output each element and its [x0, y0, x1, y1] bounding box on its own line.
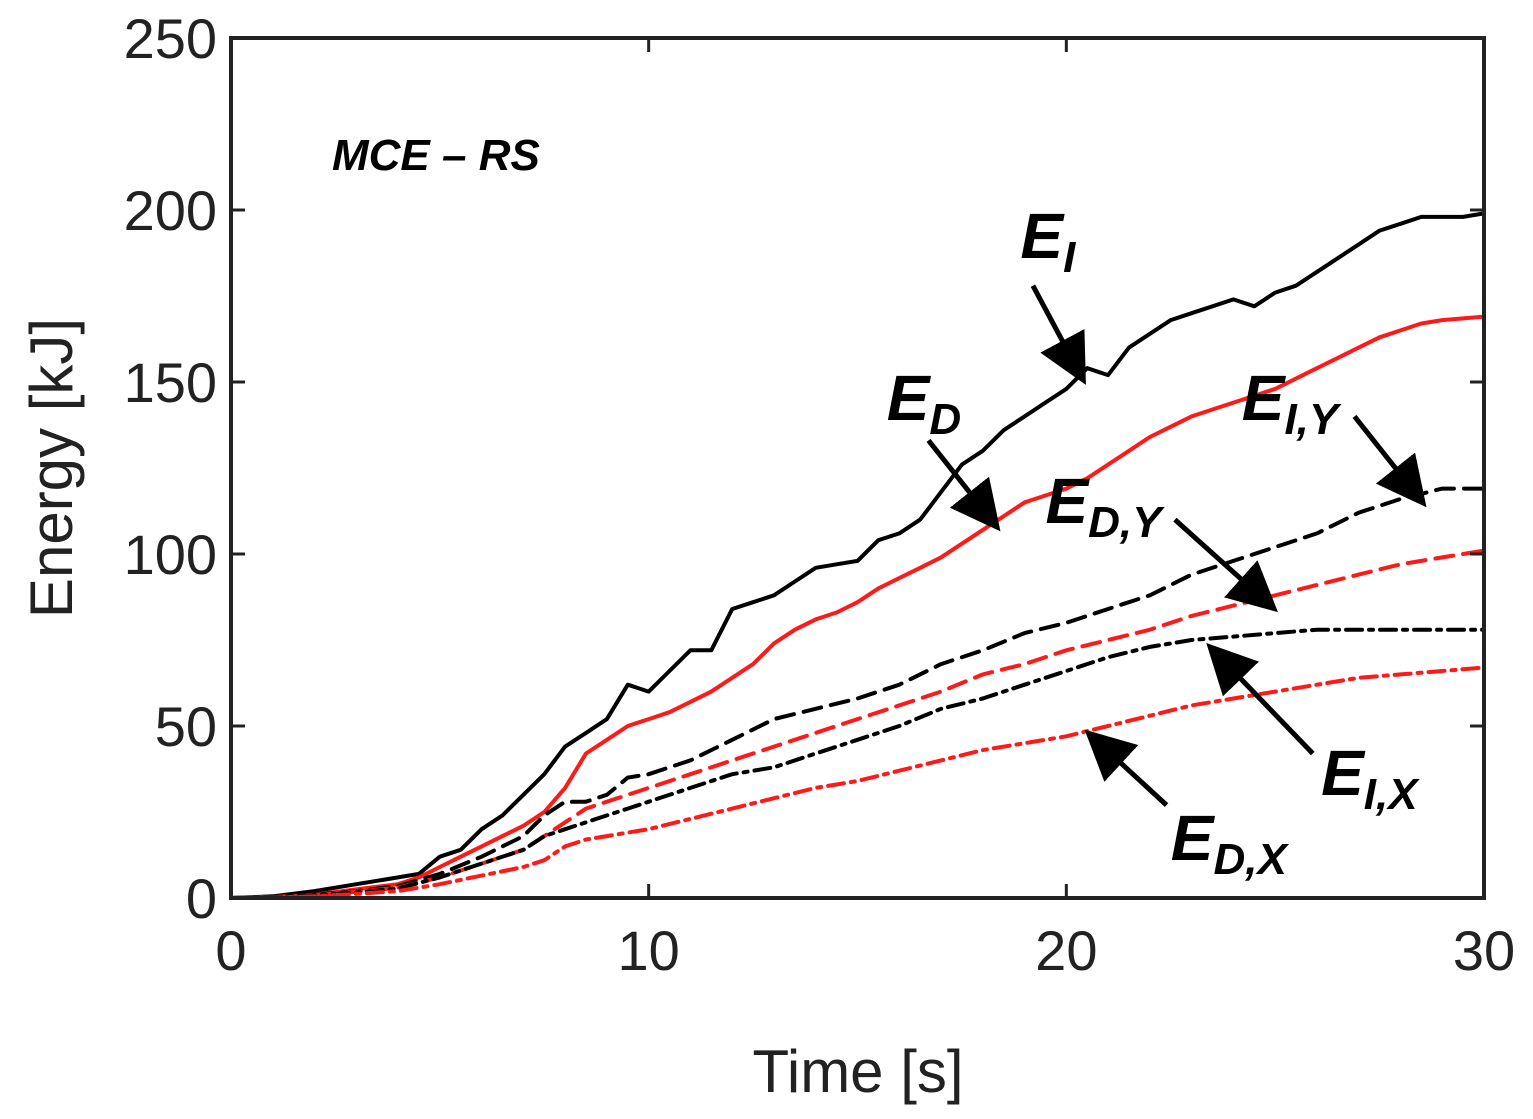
annotation-arrow-e-d — [926, 438, 1001, 532]
annotation-label-e-d-y: ED,Y — [1045, 465, 1165, 547]
chart-annotation-title: MCE – RS — [332, 131, 540, 180]
x-tick-label: 30 — [1453, 919, 1515, 982]
annotation-arrow-e-i — [1030, 284, 1086, 385]
annotation-arrow-e-d-y — [1173, 517, 1278, 613]
annotation-arrow-e-d-x — [1084, 729, 1169, 807]
y-tick-label: 50 — [155, 695, 217, 758]
annotation-label-e-d-x: ED,X — [1171, 802, 1290, 884]
ticks-layer: 0 10 20 30 0 50 100 150 200 250 — [124, 7, 1516, 982]
annotation-layer: EI ED EI,Y ED,Y EI,X ED,X — [887, 200, 1427, 884]
y-tick-label: 250 — [124, 7, 217, 70]
x-tick-label: 20 — [1035, 919, 1097, 982]
y-tick-label: 200 — [124, 179, 217, 242]
x-tick-label: 0 — [215, 919, 246, 982]
plot-frame — [229, 36, 1486, 900]
y-axis-label: Energy [kJ] — [18, 318, 85, 618]
y-tick-label: 100 — [124, 523, 217, 586]
annotation-label-e-i-x: EI,X — [1321, 737, 1420, 819]
series-line-e-i-y — [229, 486, 1486, 900]
annotation-label-e-i: EI — [1020, 200, 1076, 282]
x-tick-label: 10 — [618, 919, 680, 982]
series-line-e-i — [229, 211, 1486, 900]
annotation-label-e-i-y: EI,Y — [1242, 362, 1342, 444]
annotation-arrow-e-i-y — [1352, 414, 1427, 508]
series-line-e-i-x — [229, 627, 1486, 900]
plot-background — [231, 38, 1484, 898]
annotation-label-e-d: ED — [887, 362, 961, 444]
annotation-arrow-e-i-x — [1206, 642, 1315, 756]
y-tick-label: 150 — [124, 351, 217, 414]
x-axis-label: Time [s] — [752, 1038, 963, 1105]
series-line-e-d — [229, 314, 1486, 900]
y-tick-label: 0 — [186, 867, 217, 930]
